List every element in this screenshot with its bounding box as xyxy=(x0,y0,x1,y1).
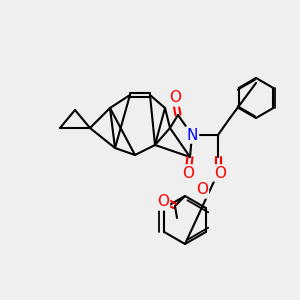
Text: N: N xyxy=(186,128,198,142)
Text: O: O xyxy=(157,194,169,209)
Text: O: O xyxy=(169,91,181,106)
Text: O: O xyxy=(182,166,194,181)
Text: O: O xyxy=(214,166,226,181)
Text: O: O xyxy=(196,182,208,197)
